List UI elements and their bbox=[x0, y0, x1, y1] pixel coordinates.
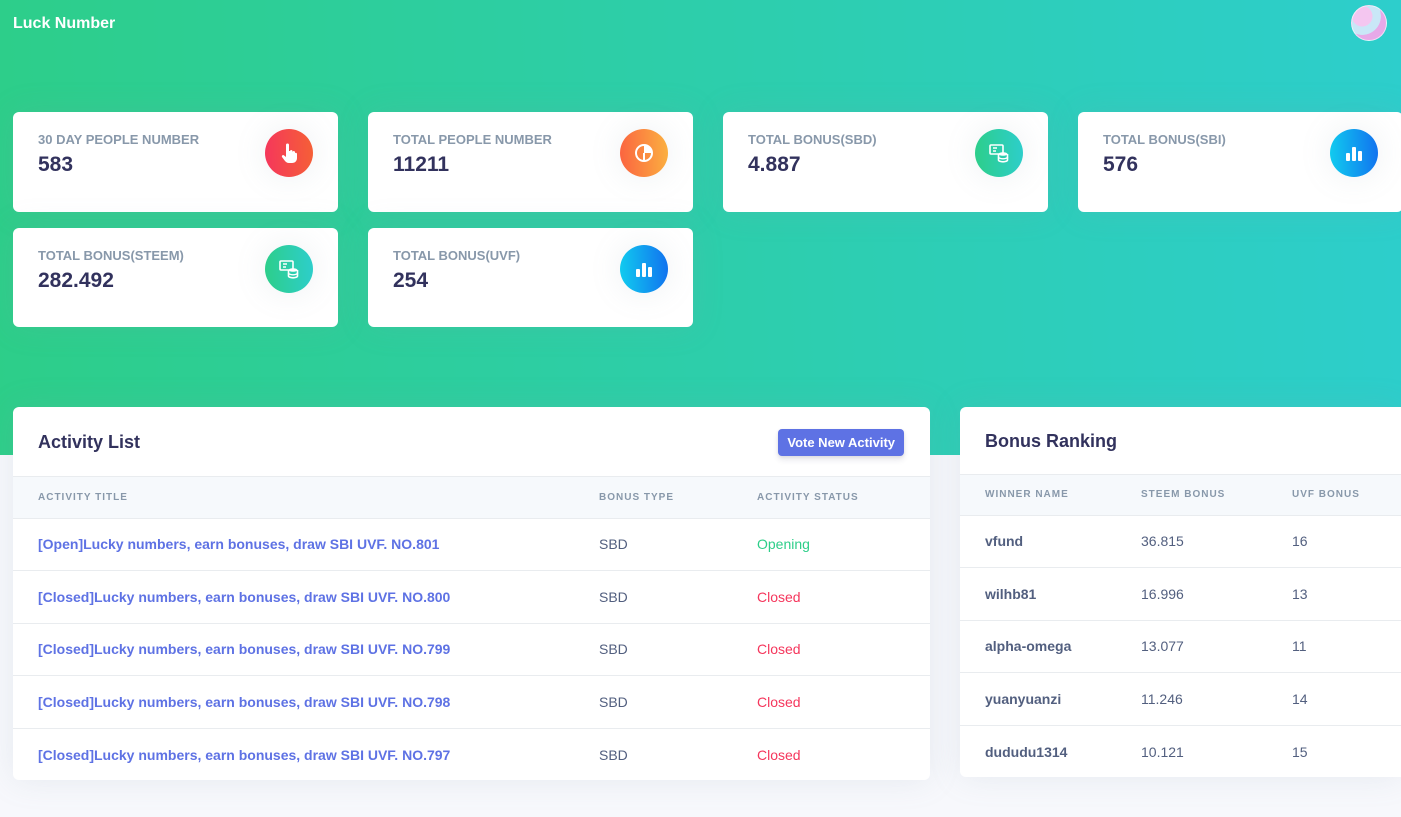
activity-status: Closed bbox=[757, 641, 801, 658]
uvf-bonus: 11 bbox=[1292, 638, 1307, 655]
stat-card-total-bonus-sbd: TOTAL BONUS(SBD) 4.887 bbox=[723, 112, 1048, 212]
table-header-row: ACTIVITY TITLE BONUS TYPE ACTIVITY STATU… bbox=[13, 477, 930, 518]
stat-value: 4.887 bbox=[748, 153, 801, 176]
stat-label: TOTAL BONUS(SBI) bbox=[1103, 132, 1226, 147]
bonus-type: SBD bbox=[599, 746, 628, 763]
activity-title-link[interactable]: [Closed]Lucky numbers, earn bonuses, dra… bbox=[38, 746, 451, 763]
pie-chart-icon bbox=[620, 129, 668, 177]
bonus-ranking-header: Bonus Ranking bbox=[960, 407, 1401, 475]
stat-label: 30 DAY PEOPLE NUMBER bbox=[38, 132, 200, 147]
table-row: [Closed]Lucky numbers, earn bonuses, dra… bbox=[13, 676, 930, 728]
winner-name: dududu1314 bbox=[985, 743, 1068, 760]
header-background bbox=[0, 0, 1401, 455]
table-row: [Closed]Lucky numbers, earn bonuses, dra… bbox=[13, 623, 930, 676]
stat-card-total-bonus-steem: TOTAL BONUS(STEEM) 282.492 bbox=[13, 228, 338, 327]
activity-list-panel: Activity List Vote New Activity ACTIVITY… bbox=[13, 407, 930, 780]
ranking-table: WINNER NAME STEEM BONUS UVF BONUS vfund … bbox=[960, 475, 1401, 777]
activity-list-header: Activity List Vote New Activity bbox=[13, 407, 930, 477]
bonus-type: SBD bbox=[599, 588, 628, 605]
table-row: [Closed]Lucky numbers, earn bonuses, dra… bbox=[13, 728, 930, 780]
winner-name: yuanyuanzi bbox=[985, 690, 1062, 707]
table-row: yuanyuanzi 11.246 14 bbox=[960, 673, 1401, 725]
money-coins-icon bbox=[975, 129, 1023, 177]
table-row: dududu1314 10.121 15 bbox=[960, 725, 1401, 777]
uvf-bonus: 15 bbox=[1292, 743, 1308, 760]
table-row: vfund 36.815 16 bbox=[960, 515, 1401, 568]
table-header-row: WINNER NAME STEEM BONUS UVF BONUS bbox=[960, 475, 1401, 515]
activity-status: Opening bbox=[757, 536, 810, 553]
stat-label: TOTAL BONUS(STEEM) bbox=[38, 248, 184, 263]
activity-list-title: Activity List bbox=[38, 432, 141, 452]
activity-title-link[interactable]: [Open]Lucky numbers, earn bonuses, draw … bbox=[38, 536, 440, 553]
stat-label: TOTAL BONUS(SBD) bbox=[748, 132, 877, 147]
winner-name: alpha-omega bbox=[985, 638, 1072, 655]
activity-status: Closed bbox=[757, 588, 801, 605]
bar-chart-icon bbox=[620, 245, 668, 293]
activity-title-link[interactable]: [Closed]Lucky numbers, earn bonuses, dra… bbox=[38, 588, 451, 605]
activity-status: Closed bbox=[757, 693, 801, 710]
money-coins-icon bbox=[265, 245, 313, 293]
activity-table: ACTIVITY TITLE BONUS TYPE ACTIVITY STATU… bbox=[13, 477, 930, 780]
bonus-type: SBD bbox=[599, 693, 628, 710]
column-header-winner-name: WINNER NAME bbox=[985, 489, 1069, 501]
column-header-bonus-type: BONUS TYPE bbox=[599, 491, 675, 503]
winner-name: wilhb81 bbox=[985, 585, 1037, 602]
table-row: [Open]Lucky numbers, earn bonuses, draw … bbox=[13, 518, 930, 571]
steem-bonus: 10.121 bbox=[1141, 743, 1184, 760]
stat-value: 11211 bbox=[393, 153, 450, 176]
uvf-bonus: 13 bbox=[1292, 585, 1308, 602]
stat-value: 576 bbox=[1103, 153, 1139, 176]
column-header-activity-status: ACTIVITY STATUS bbox=[757, 491, 859, 503]
bar-chart-icon bbox=[1330, 129, 1378, 177]
stat-card-30-day-people: 30 DAY PEOPLE NUMBER 583 bbox=[13, 112, 338, 212]
stat-value: 254 bbox=[393, 269, 429, 292]
activity-title-link[interactable]: [Closed]Lucky numbers, earn bonuses, dra… bbox=[38, 693, 451, 710]
uvf-bonus: 16 bbox=[1292, 533, 1308, 550]
column-header-activity-title: ACTIVITY TITLE bbox=[38, 491, 128, 503]
bonus-ranking-panel: Bonus Ranking WINNER NAME STEEM BONUS UV… bbox=[960, 407, 1401, 777]
activity-status: Closed bbox=[757, 746, 801, 763]
steem-bonus: 13.077 bbox=[1141, 638, 1184, 655]
steem-bonus: 16.996 bbox=[1141, 585, 1184, 602]
table-row: [Closed]Lucky numbers, earn bonuses, dra… bbox=[13, 571, 930, 623]
stat-label: TOTAL BONUS(UVF) bbox=[393, 248, 521, 263]
winner-name: vfund bbox=[985, 533, 1024, 550]
stat-card-total-bonus-uvf: TOTAL BONUS(UVF) 254 bbox=[368, 228, 693, 327]
stat-label: TOTAL PEOPLE NUMBER bbox=[393, 132, 552, 147]
stat-card-total-people: TOTAL PEOPLE NUMBER 11211 bbox=[368, 112, 693, 212]
stat-card-total-bonus-sbi: TOTAL BONUS(SBI) 576 bbox=[1078, 112, 1401, 212]
hand-pointer-icon bbox=[265, 129, 313, 177]
stat-value: 583 bbox=[38, 153, 74, 176]
activity-title-link[interactable]: [Closed]Lucky numbers, earn bonuses, dra… bbox=[38, 641, 451, 658]
bonus-ranking-title: Bonus Ranking bbox=[985, 431, 1118, 451]
column-header-steem-bonus: STEEM BONUS bbox=[1141, 489, 1226, 501]
uvf-bonus: 14 bbox=[1292, 690, 1308, 707]
bonus-type: SBD bbox=[599, 536, 628, 553]
avatar[interactable] bbox=[1351, 5, 1387, 41]
vote-new-activity-button[interactable]: Vote New Activity bbox=[778, 429, 904, 456]
column-header-uvf-bonus: UVF BONUS bbox=[1292, 489, 1360, 501]
table-row: alpha-omega 13.077 11 bbox=[960, 620, 1401, 673]
stat-value: 282.492 bbox=[38, 269, 114, 292]
steem-bonus: 36.815 bbox=[1141, 533, 1184, 550]
table-row: wilhb81 16.996 13 bbox=[960, 568, 1401, 620]
steem-bonus: 11.246 bbox=[1141, 690, 1183, 707]
bonus-type: SBD bbox=[599, 641, 628, 658]
app-title[interactable]: Luck Number bbox=[13, 15, 116, 32]
